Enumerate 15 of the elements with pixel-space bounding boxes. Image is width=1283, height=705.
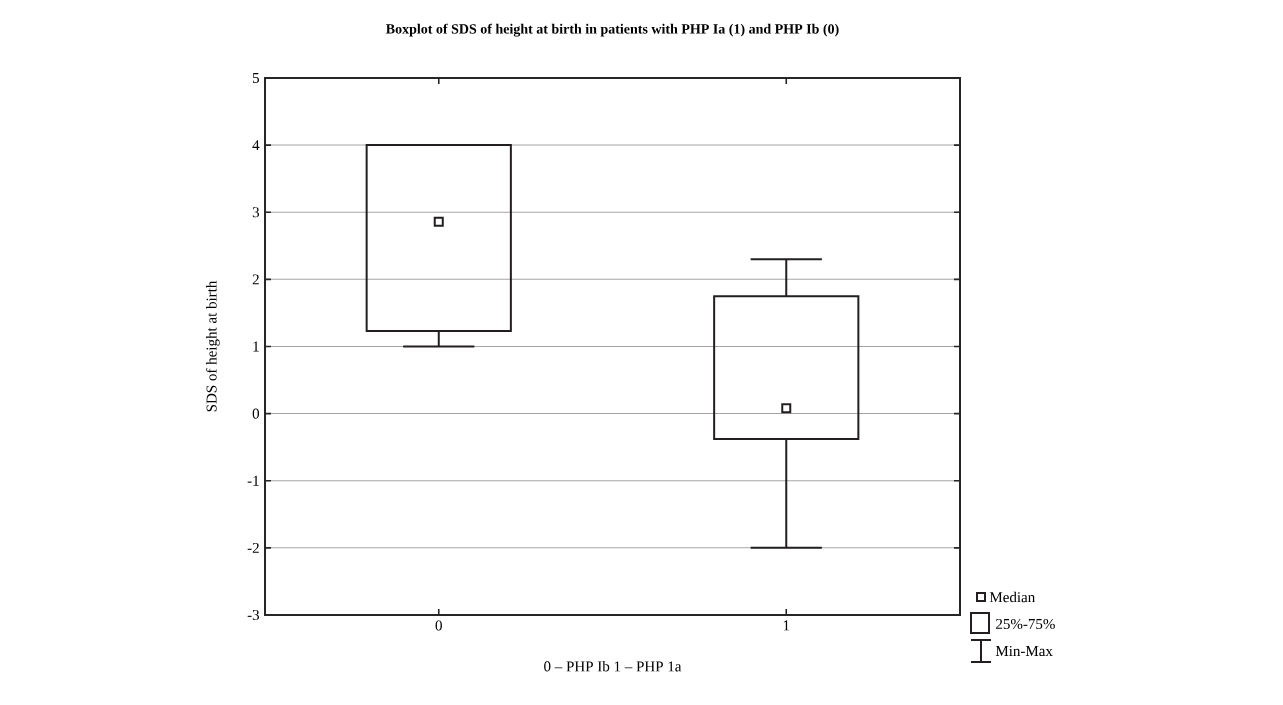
y-tick-label: 3: [252, 207, 260, 218]
y-tick-label: -3: [247, 609, 260, 621]
x-axis-title: 0 – PHP Ib 1 – PHP 1a: [544, 660, 682, 672]
y-tick-label: 5: [252, 73, 260, 83]
chart-title: Boxplot of SDS of height at birth in patients with PHP Ia (1) and PHP Ib (0): [385, 23, 839, 37]
y-tick-label: 4: [252, 140, 260, 151]
y-tick-label: 2: [252, 274, 259, 285]
text: 25%-75%: [996, 618, 1055, 630]
y-tick-label: -1: [247, 475, 259, 486]
y-tick-label: -2: [247, 542, 259, 553]
text: Min-Max: [995, 645, 1053, 657]
y-axis-title: SDS of height at birth: [205, 280, 220, 412]
y-tick-label: 0: [252, 408, 260, 419]
y-tick-label: 1: [253, 341, 259, 352]
text: Median: [989, 591, 1036, 603]
